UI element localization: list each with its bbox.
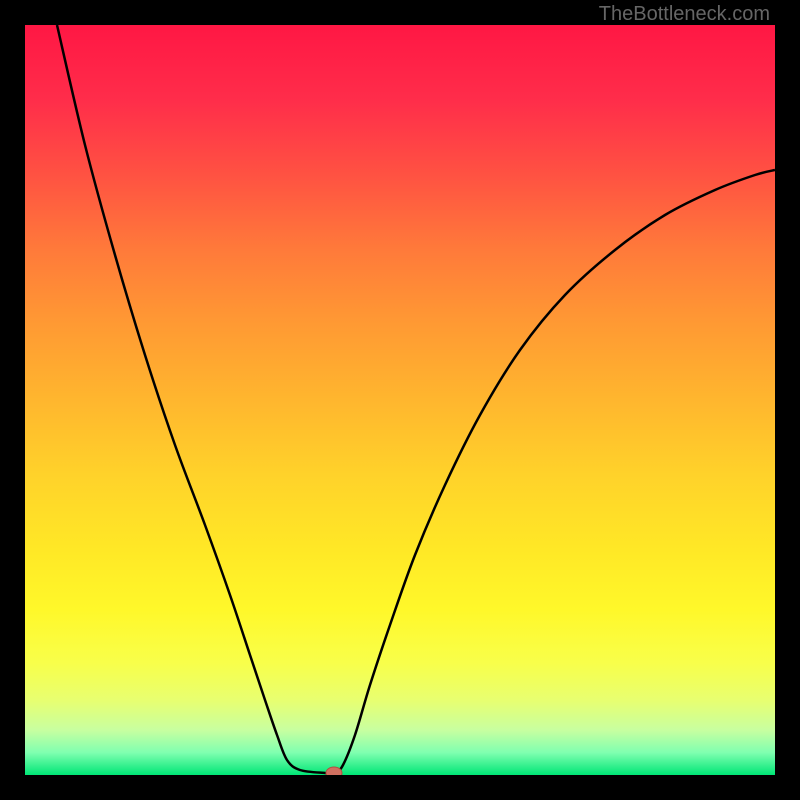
watermark-text: TheBottleneck.com [599, 3, 770, 26]
optimal-point-marker [326, 767, 342, 775]
gradient-background [25, 25, 775, 775]
bottleneck-chart [25, 25, 775, 775]
chart-svg [25, 25, 775, 775]
